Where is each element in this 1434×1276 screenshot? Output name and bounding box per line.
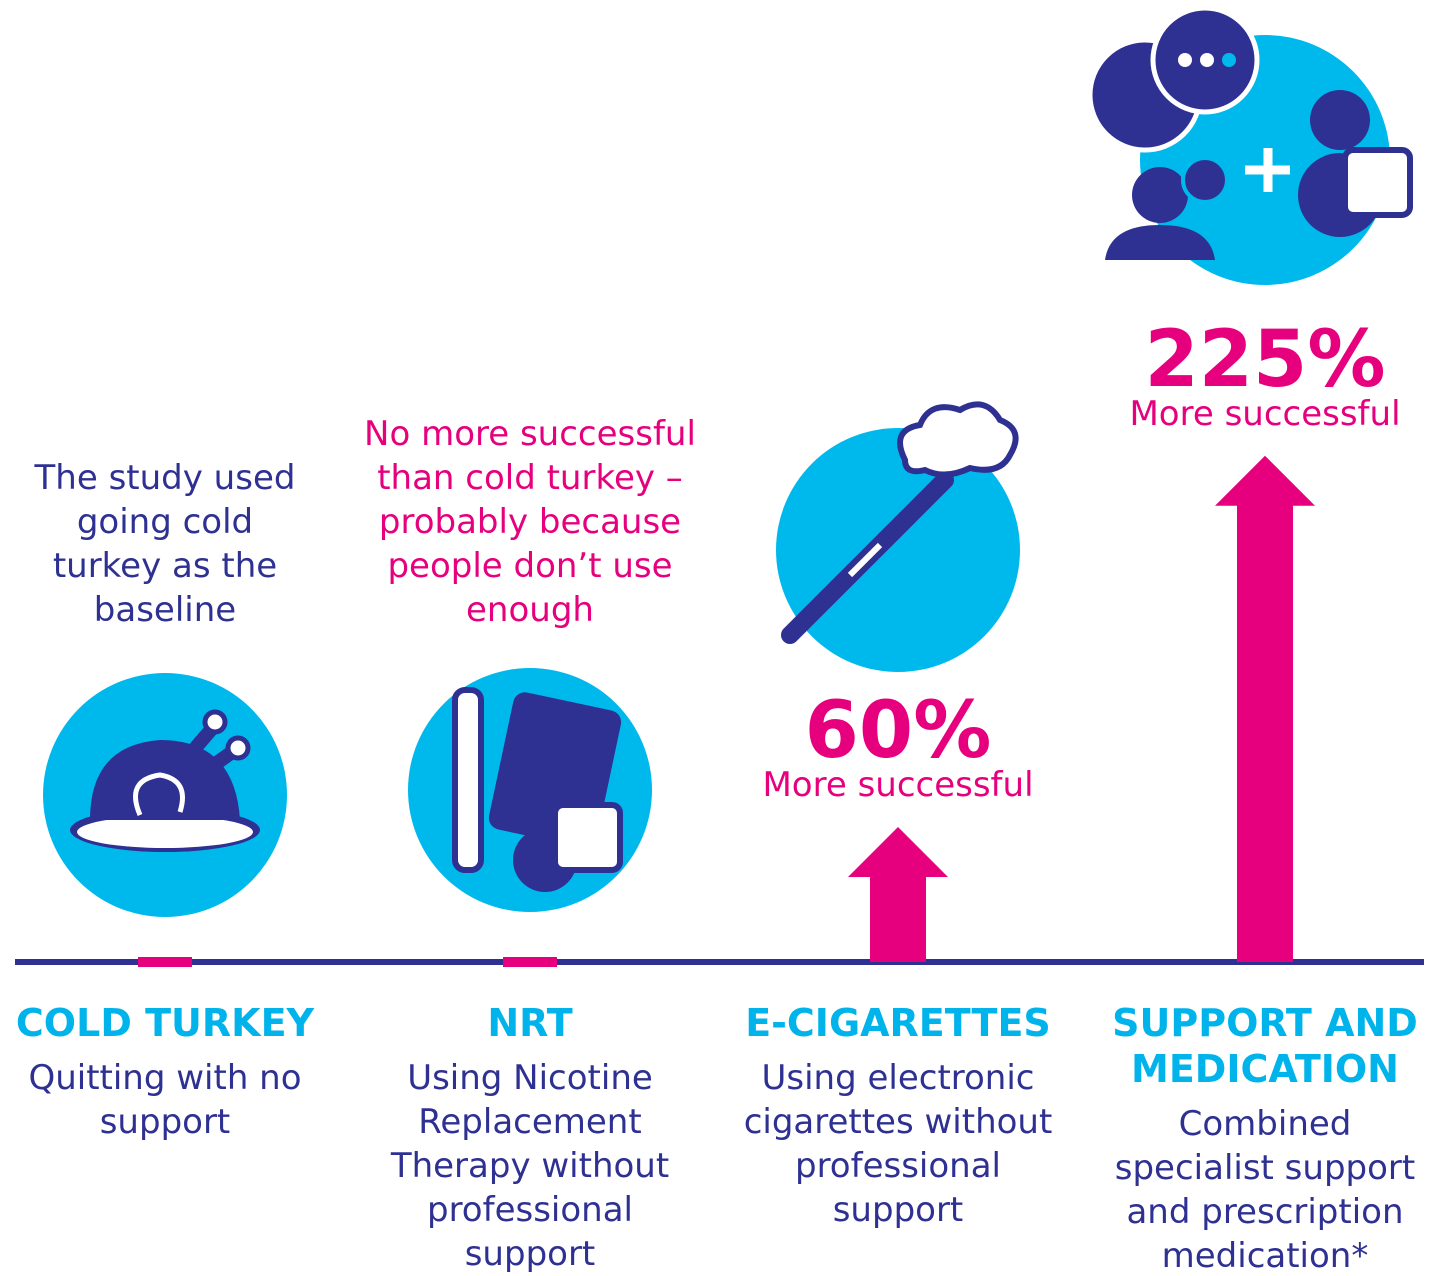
baseline-marker [503, 957, 557, 967]
cold-turkey-icon [43, 673, 287, 917]
nrt-icon [408, 668, 652, 912]
annotation: No more successful than cold turkey – pr… [360, 412, 700, 632]
value-caption: More successful [762, 765, 1033, 805]
arrow [1215, 456, 1315, 962]
value-caption: More successful [1129, 394, 1400, 434]
value-label: 225% [1145, 320, 1386, 400]
baseline-marker [138, 957, 192, 967]
support-medication-icon [1090, 8, 1410, 285]
value-label: 60% [805, 691, 992, 771]
category-label: COLD TURKEY [0, 1000, 335, 1046]
category-label: SUPPORT AND MEDICATION [1095, 1000, 1434, 1092]
category-label: E-CIGARETTES [728, 1000, 1068, 1046]
category-description: Using electronic cigarettes without prof… [728, 1056, 1068, 1232]
infographic: COLD TURKEY Quitting with no support The s… [0, 0, 1434, 1276]
category-label: NRT [360, 1000, 700, 1046]
category-description: Combined specialist support and prescrip… [1095, 1102, 1434, 1276]
category-description: Using Nicotine Replacement Therapy witho… [360, 1056, 700, 1276]
category-description: Quitting with no support [0, 1056, 335, 1144]
e-cigarette-icon [776, 404, 1020, 672]
annotation: The study used going cold turkey as the … [25, 456, 305, 632]
arrow [848, 827, 948, 962]
